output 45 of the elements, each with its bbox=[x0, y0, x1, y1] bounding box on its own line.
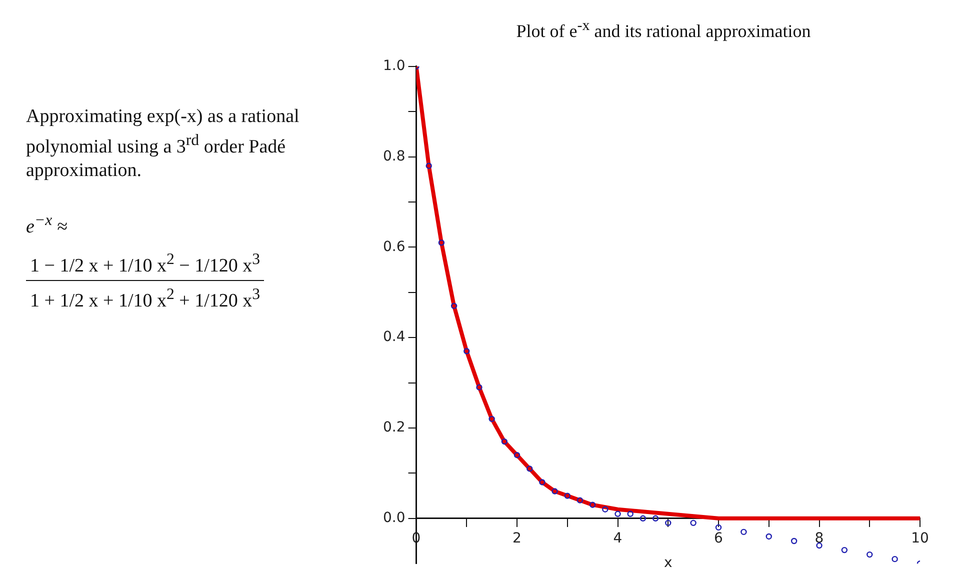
point bbox=[866, 551, 873, 558]
point bbox=[488, 416, 495, 422]
point bbox=[589, 502, 596, 508]
point bbox=[539, 479, 546, 486]
point bbox=[464, 348, 470, 354]
y-tick-label: 1.0 bbox=[383, 58, 406, 74]
x-axis-title: x bbox=[664, 555, 672, 572]
x-tick-label: 4 bbox=[613, 530, 622, 546]
chart-title: Plot of e$^{-x}$ and its rational approximation bbox=[515, 18, 812, 42]
y-tick-label: 0.4 bbox=[383, 329, 406, 346]
text: e$^{−x}$ ≈ bbox=[26, 211, 68, 240]
point bbox=[602, 506, 608, 512]
y-tick-label: 0.6 bbox=[383, 238, 406, 255]
x-tick-label: 10 bbox=[911, 530, 929, 546]
point bbox=[438, 240, 445, 246]
point bbox=[892, 556, 898, 562]
y-tick-label: 0.0 bbox=[383, 510, 406, 526]
point bbox=[690, 520, 696, 526]
point bbox=[652, 515, 659, 522]
point bbox=[790, 538, 798, 544]
x-tick-label: 8 bbox=[814, 530, 824, 546]
x-tick-label: 6 bbox=[714, 530, 724, 546]
point bbox=[766, 533, 772, 540]
point bbox=[514, 452, 520, 458]
point bbox=[627, 510, 634, 517]
point bbox=[552, 488, 558, 494]
point bbox=[564, 492, 570, 499]
point bbox=[576, 497, 584, 504]
point bbox=[450, 302, 458, 310]
point bbox=[426, 162, 432, 169]
point bbox=[476, 384, 482, 390]
x-tick-label: 2 bbox=[512, 530, 522, 546]
point bbox=[715, 524, 722, 531]
point bbox=[640, 515, 646, 522]
point bbox=[841, 546, 848, 554]
text: 1 + 1/2 x + 1/10 x$^{2}$ + 1/120 x$^{3}$ bbox=[29, 284, 262, 314]
point bbox=[740, 528, 747, 536]
y-tick-label: 0.8 bbox=[383, 148, 406, 164]
point bbox=[526, 466, 533, 472]
y-tick-label: 0.2 bbox=[383, 420, 406, 436]
point bbox=[501, 438, 508, 445]
text: Approximating exp(-x) as a rational polynomial using a 3$^{rd}$ order Padé approximation. bbox=[26, 106, 300, 182]
point bbox=[665, 520, 672, 526]
text: 1 − 1/2 x + 1/10 x$^{2}$ − 1/120 x$^{3}$ bbox=[26, 246, 264, 281]
point bbox=[614, 510, 621, 517]
